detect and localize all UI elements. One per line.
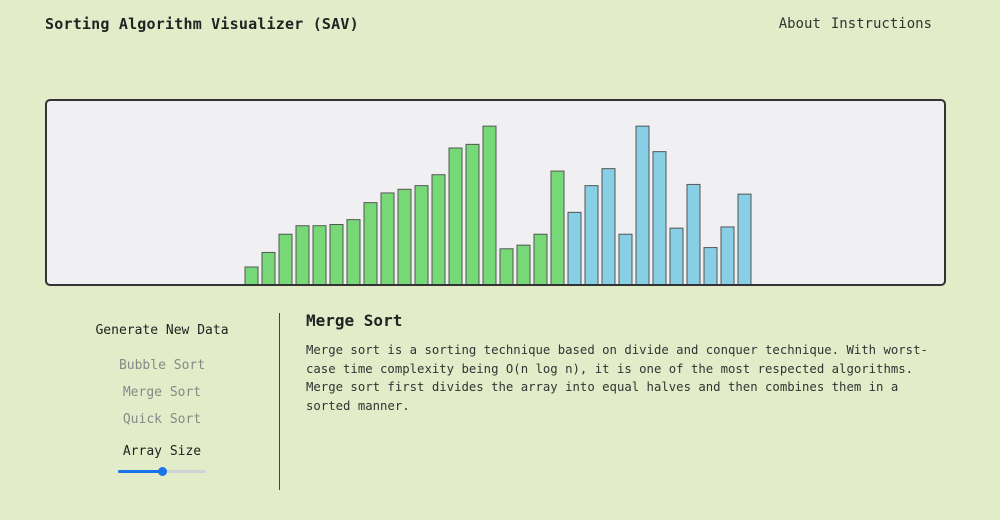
array-bar-25 (669, 227, 684, 284)
slider-fill (118, 470, 162, 473)
array-bar-23 (635, 125, 650, 284)
array-bar-1 (261, 251, 276, 284)
about-link[interactable]: About (778, 16, 821, 32)
array-bar-24 (652, 151, 667, 284)
array-bar-3 (295, 225, 310, 284)
bar-chart (244, 125, 752, 284)
top-nav: About Instructions (779, 16, 932, 32)
app-title: Sorting Algorithm Visualizer (SAV) (45, 15, 359, 33)
array-bar-15 (499, 248, 514, 284)
control-panel: Generate New Data Bubble Sort Merge Sort… (45, 313, 280, 490)
array-bar-21 (601, 168, 616, 284)
array-bar-27 (703, 247, 718, 284)
array-size-slider[interactable] (118, 465, 206, 477)
algorithm-heading: Merge Sort (306, 311, 403, 330)
bubble-sort-button[interactable]: Bubble Sort (45, 358, 279, 373)
array-bar-11 (431, 174, 446, 284)
array-bar-17 (533, 233, 548, 284)
array-bar-28 (720, 226, 735, 284)
generate-new-data-button[interactable]: Generate New Data (45, 323, 279, 338)
merge-sort-button[interactable]: Merge Sort (45, 385, 279, 400)
array-bar-0 (244, 266, 259, 284)
array-bar-26 (686, 183, 701, 284)
array-bar-5 (329, 224, 344, 284)
array-bar-19 (567, 211, 582, 284)
array-bar-6 (346, 219, 361, 284)
array-bar-18 (550, 170, 565, 284)
array-bar-12 (448, 147, 463, 284)
array-bar-9 (397, 188, 412, 284)
array-bar-10 (414, 185, 429, 284)
slider-thumb[interactable] (158, 467, 167, 476)
algorithm-description: Merge sort is a sorting technique based … (306, 343, 928, 413)
array-bar-14 (482, 125, 497, 284)
array-bar-2 (278, 233, 293, 284)
array-bar-29 (737, 193, 752, 284)
array-size-label: Array Size (122, 444, 202, 459)
array-bar-7 (363, 202, 378, 284)
array-bar-22 (618, 233, 633, 284)
array-bar-16 (516, 244, 531, 284)
visualizer-panel (45, 99, 946, 286)
array-bar-8 (380, 192, 395, 284)
instructions-link[interactable]: Instructions (830, 16, 932, 32)
quick-sort-button[interactable]: Quick Sort (45, 412, 279, 427)
array-bar-13 (465, 143, 480, 284)
array-bar-4 (312, 225, 327, 284)
array-bar-20 (584, 185, 599, 284)
algorithm-info: Merge Sort Merge sort is a sorting techn… (306, 311, 936, 415)
